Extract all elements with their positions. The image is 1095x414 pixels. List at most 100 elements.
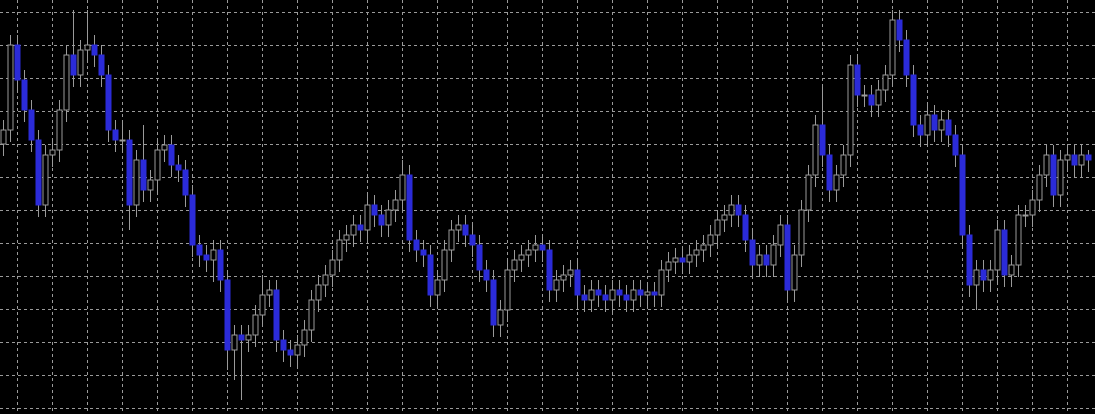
- candle-body: [504, 269, 511, 311]
- candle-body: [91, 44, 98, 56]
- candle-body: [490, 279, 497, 326]
- candle-body: [154, 149, 161, 181]
- candle-body: [28, 109, 35, 141]
- candle-body: [1001, 229, 1008, 276]
- candle-body: [679, 257, 686, 263]
- candle-body: [476, 244, 483, 271]
- candle-body: [609, 289, 616, 301]
- candle-body: [147, 179, 154, 191]
- candle-body: [917, 124, 924, 136]
- candle-body: [910, 74, 917, 126]
- candle-body: [567, 269, 574, 276]
- candle-body: [770, 244, 777, 266]
- vertical-grid: [17, 0, 1068, 414]
- candle-body: [651, 291, 658, 296]
- candle-body: [616, 289, 623, 296]
- candle-body: [448, 229, 455, 251]
- candle-body: [1078, 154, 1085, 166]
- candle-body: [819, 124, 826, 156]
- candle-body: [546, 249, 553, 291]
- candle-body: [497, 309, 504, 326]
- candle-body: [553, 279, 560, 291]
- candle-body: [196, 244, 203, 256]
- candle-body: [70, 54, 77, 76]
- candle-body: [329, 259, 336, 276]
- candle-body: [231, 334, 238, 351]
- candle-body: [532, 244, 539, 251]
- candle-body: [56, 109, 63, 151]
- candle-body: [294, 344, 301, 356]
- candle-body: [623, 294, 630, 301]
- candle-body: [49, 149, 56, 156]
- candle-body: [21, 79, 28, 111]
- candle-body: [749, 239, 756, 266]
- candle-body: [301, 329, 308, 346]
- candle-body: [840, 154, 847, 176]
- candle-body: [1064, 154, 1071, 161]
- candle-body: [168, 144, 175, 166]
- candle-body: [182, 169, 189, 196]
- candle-body: [420, 249, 427, 256]
- candle-body: [392, 199, 399, 211]
- candle-body: [966, 234, 973, 286]
- candle-body: [63, 54, 70, 111]
- candle-body: [259, 294, 266, 316]
- candle-body: [455, 224, 462, 231]
- candle-body: [140, 159, 147, 191]
- candle-body: [427, 254, 434, 296]
- candle-body: [742, 214, 749, 241]
- candle-body: [539, 244, 546, 251]
- candle-body: [1022, 214, 1029, 217]
- candle-body: [224, 279, 231, 351]
- candle-body: [896, 19, 903, 41]
- candle-body: [588, 289, 595, 301]
- candle-body: [385, 209, 392, 226]
- candle-body: [252, 314, 259, 336]
- candle-body: [826, 154, 833, 191]
- candle-body: [343, 234, 350, 241]
- candle-body: [280, 339, 287, 351]
- candle-body: [378, 214, 385, 226]
- candle-body: [98, 54, 105, 76]
- candle-body: [791, 254, 798, 291]
- candle-body: [714, 219, 721, 236]
- candle-body: [406, 174, 413, 241]
- candle-body: [574, 269, 581, 296]
- candle-body: [483, 269, 490, 281]
- candle-body: [462, 224, 469, 236]
- candle-body: [805, 174, 812, 211]
- candle-body: [945, 119, 952, 136]
- candle-body: [210, 249, 217, 261]
- candle-body: [581, 294, 588, 301]
- candle-body: [644, 291, 651, 296]
- candle-body: [245, 334, 252, 341]
- candle-body: [217, 249, 224, 281]
- candle-body: [833, 174, 840, 191]
- candle-body: [693, 249, 700, 256]
- candle-body: [931, 114, 938, 131]
- candle-body: [889, 19, 896, 76]
- candle-body: [0, 129, 7, 145]
- candle-body: [1036, 174, 1043, 201]
- candle-body: [994, 229, 1001, 271]
- candle-body: [399, 174, 406, 201]
- candle-body: [784, 224, 791, 291]
- candle-body: [987, 269, 994, 281]
- candle-body: [728, 204, 735, 216]
- candle-body: [469, 234, 476, 246]
- candle-body: [735, 204, 742, 216]
- candle-body: [371, 204, 378, 216]
- candle-body: [938, 119, 945, 131]
- candle-body: [322, 274, 329, 286]
- candle-body: [112, 129, 119, 141]
- candle-body: [1029, 199, 1036, 216]
- candle-body: [434, 279, 441, 296]
- candle-body: [105, 74, 112, 131]
- candle-body: [868, 94, 875, 106]
- candle-body: [525, 249, 532, 256]
- candle-body: [175, 164, 182, 171]
- candle-body: [861, 94, 868, 97]
- candle-body: [273, 289, 280, 341]
